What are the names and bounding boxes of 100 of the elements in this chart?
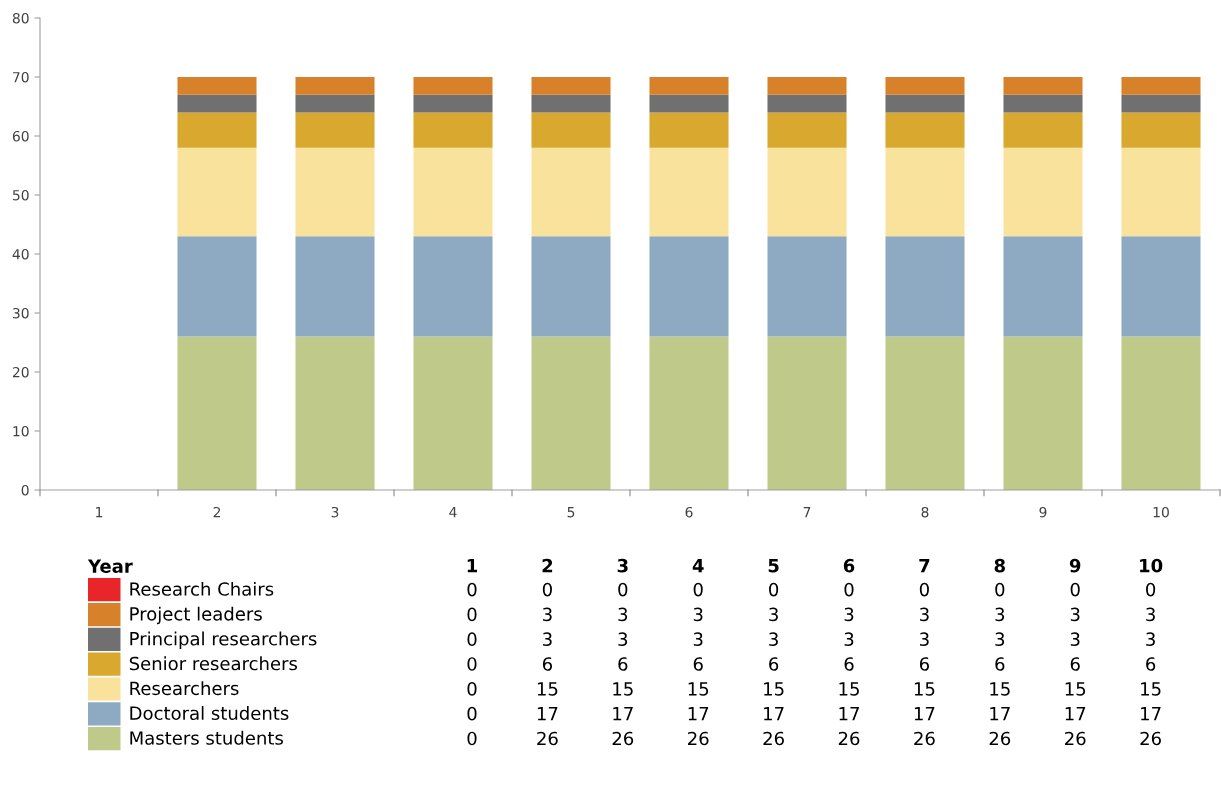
bar (767, 94, 847, 113)
bar (177, 77, 257, 95)
x-tick-label: 8 (994, 558, 1005, 573)
bar (413, 336, 493, 490)
data-label: 6 (769, 657, 779, 671)
bar (177, 112, 257, 148)
bar (767, 147, 847, 237)
data-label: 17 (613, 707, 633, 721)
data-label: 15 (914, 682, 935, 696)
data-label: 3 (693, 632, 703, 647)
bar (649, 236, 729, 337)
legend-label: Masters students (130, 730, 283, 745)
x-tick-label: 4 (692, 559, 704, 573)
data-label: 26 (914, 731, 935, 746)
y-tick-label: 20 (12, 366, 29, 378)
x-tick-label: 3 (617, 558, 628, 573)
bar (649, 336, 729, 490)
data-label: 6 (919, 657, 930, 671)
data-label: 17 (839, 707, 859, 721)
bar (177, 94, 257, 113)
data-label: 0 (769, 582, 779, 597)
data-label: 3 (543, 607, 552, 622)
data-label: 0 (467, 731, 477, 746)
data-label: 17 (1065, 707, 1086, 721)
y-tick-label: 0 (21, 484, 29, 496)
bar (767, 336, 847, 490)
data-label: 0 (1146, 582, 1156, 597)
data-label: 15 (990, 682, 1010, 696)
x-tick-label: 2 (213, 506, 221, 518)
y-tick-label: 80 (12, 12, 29, 24)
x-tick-label: 2 (542, 558, 553, 573)
bar (767, 236, 847, 337)
data-label: 17 (537, 707, 558, 721)
bar (295, 77, 375, 95)
y-tick-label: 50 (12, 189, 29, 201)
bar (885, 336, 965, 490)
bar (1121, 147, 1201, 237)
data-label: 0 (618, 582, 628, 597)
data-label: 15 (688, 682, 709, 696)
data-label: 26 (1065, 731, 1086, 746)
data-label: 3 (995, 607, 1005, 622)
data-label: 6 (618, 657, 628, 671)
data-label: 3 (920, 632, 929, 647)
bar (531, 94, 611, 113)
x-tick-label: 10 (1153, 506, 1169, 518)
bar (531, 147, 611, 237)
x-tick-label: 7 (803, 507, 811, 518)
data-label: 15 (839, 682, 859, 696)
x-tick-label: 6 (843, 558, 855, 573)
bar (177, 147, 257, 237)
bar (1121, 336, 1201, 490)
bar (1121, 77, 1201, 95)
x-tick-label: 8 (921, 506, 929, 518)
x-tick-label: 9 (1039, 506, 1047, 518)
data-label: 3 (1146, 607, 1155, 622)
bar (1121, 236, 1201, 337)
bar (885, 147, 965, 237)
data-label: 15 (537, 682, 558, 696)
bar (531, 236, 611, 337)
data-label: 17 (764, 707, 784, 721)
bar (413, 112, 493, 148)
data-label: 0 (467, 706, 477, 721)
bar (649, 112, 729, 148)
data-label: 0 (995, 582, 1005, 597)
y-tick-label: 60 (12, 130, 29, 142)
bar (1003, 112, 1083, 148)
bar (531, 77, 611, 95)
x-tick-label: 7 (919, 559, 930, 573)
legend-label: Principal researchers (130, 631, 317, 650)
data-label: 15 (1141, 682, 1161, 696)
data-label: 26 (838, 731, 860, 746)
data-label: 6 (693, 657, 703, 671)
data-label: 17 (914, 707, 935, 721)
data-label: 0 (467, 582, 477, 597)
x-tick-label: 6 (685, 506, 693, 518)
data-label: 0 (467, 632, 477, 647)
data-label: 3 (769, 632, 778, 647)
bar (885, 77, 965, 95)
x-tick-label: 1 (467, 559, 478, 573)
bar (531, 112, 611, 148)
data-label: 6 (1146, 657, 1156, 671)
data-label: 3 (920, 607, 929, 622)
data-label: 6 (995, 657, 1005, 671)
data-label: 6 (542, 657, 553, 671)
y-tick-label: 30 (12, 307, 29, 319)
data-label: 26 (763, 731, 784, 746)
bar (295, 236, 375, 337)
bar (649, 94, 729, 113)
legend-title: Year (87, 559, 133, 573)
data-label: 15 (764, 682, 784, 696)
bar (295, 147, 375, 237)
bar (1121, 94, 1201, 113)
data-label: 3 (769, 607, 778, 622)
bar (295, 336, 375, 490)
data-label: 3 (1146, 632, 1155, 647)
bar (413, 77, 493, 95)
bar (413, 236, 493, 337)
x-tick-label: 1 (96, 507, 103, 518)
legend-label: Research Chairs (130, 581, 274, 596)
data-label: 26 (537, 731, 558, 746)
